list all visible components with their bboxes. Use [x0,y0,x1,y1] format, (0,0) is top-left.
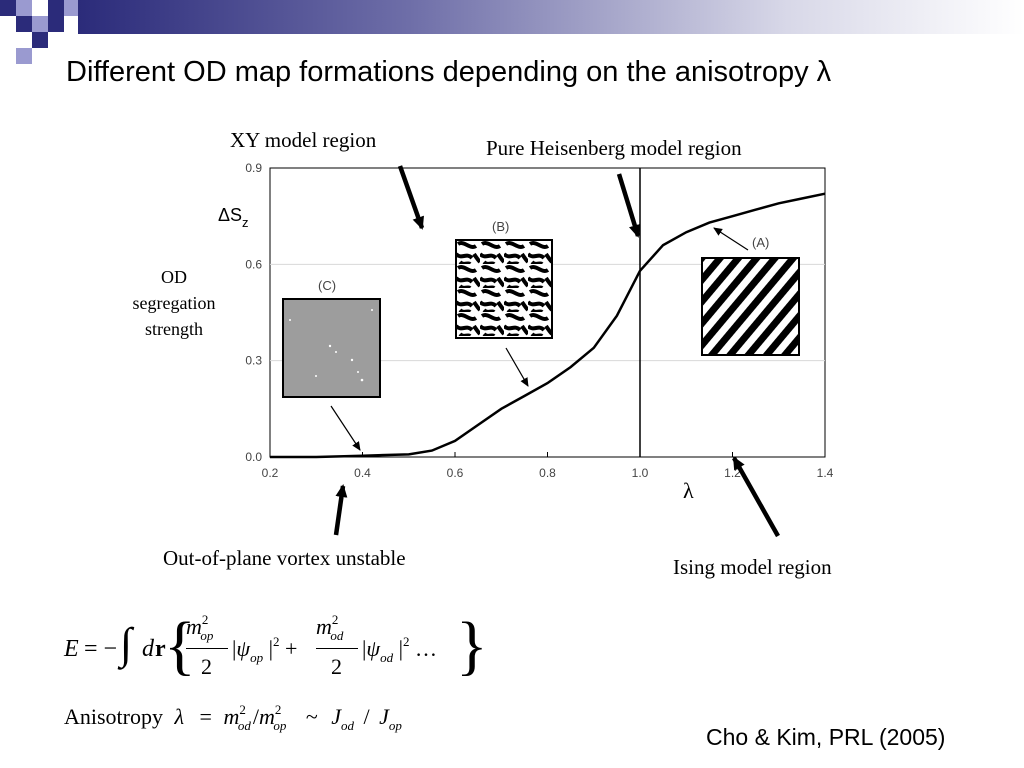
citation: Cho & Kim, PRL (2005) [706,724,946,750]
corner-square-6 [32,16,48,32]
axis-ticks: 0.2 0.4 0.6 0.8 1.0 1.2 1.40.00.30.60.9 [245,161,833,480]
ising-region-label: Ising model region [673,555,832,579]
inset-c-arrow [330,405,361,451]
corner-square-4 [64,0,78,16]
inset-a-label: (A) [752,235,769,250]
corner-square-1 [0,0,16,16]
inset-b-arrow [505,347,529,387]
x-axis-label: λ [683,478,694,503]
corner-square-3 [48,0,64,16]
y-tick-label: 0.3 [245,354,262,368]
corner-square-9 [16,48,32,64]
od-segregation-label: OD segregation strength [110,264,238,342]
inset-b-image [455,239,553,339]
x-tick-label: 1.0 [632,466,649,480]
vortex-region-arrow [333,484,348,536]
x-tick-label: 0.6 [447,466,464,480]
heisenberg-region-arrow [616,173,641,238]
inset-a-image [701,257,800,356]
y-axis-label: ΔSz [218,205,249,230]
y-tick-label: 0.9 [245,161,262,175]
page-title: Different OD map formations depending on… [66,56,832,88]
xy-region-arrow [397,165,425,230]
corner-square-8 [32,32,48,48]
inset-b-label: (B) [492,219,509,234]
series-line [270,192,826,459]
corner-square-5 [16,16,32,32]
x-tick-label: 0.2 [262,466,279,480]
anisotropy-formula: Anisotropy λ = m2od/m2op ~ Jod / Jop [64,702,402,733]
x-tick-label: 1.4 [817,466,834,480]
anisotropy-word: Anisotropy [64,704,163,729]
header-gradient-bar [78,0,1024,34]
inset-c-specks [289,309,373,382]
corner-square-7 [48,16,64,32]
inset-c-label: (C) [318,278,336,293]
energy-formula: E = − ∫ d r { m2op 2 |ψop |2 + m2od 2 |ψ… [64,609,488,682]
x-tick-label: 0.8 [539,466,556,480]
ising-region-arrow [732,456,780,538]
y-tick-label: 0.6 [245,257,262,271]
heisenberg-region-label: Pure Heisenberg model region [486,136,742,160]
x-tick-label: 0.4 [354,466,371,480]
corner-square-2 [16,0,32,16]
inset-c-image [282,298,381,398]
y-tick-label: 0.0 [245,450,262,464]
od-label-line-1: OD [161,267,187,287]
vortex-region-label: Out-of-plane vortex unstable [163,546,406,570]
od-label-line-3: strength [145,319,203,339]
inset-a-arrow [713,227,749,251]
od-label-line-2: segregation [132,293,216,313]
xy-region-label: XY model region [230,128,377,152]
